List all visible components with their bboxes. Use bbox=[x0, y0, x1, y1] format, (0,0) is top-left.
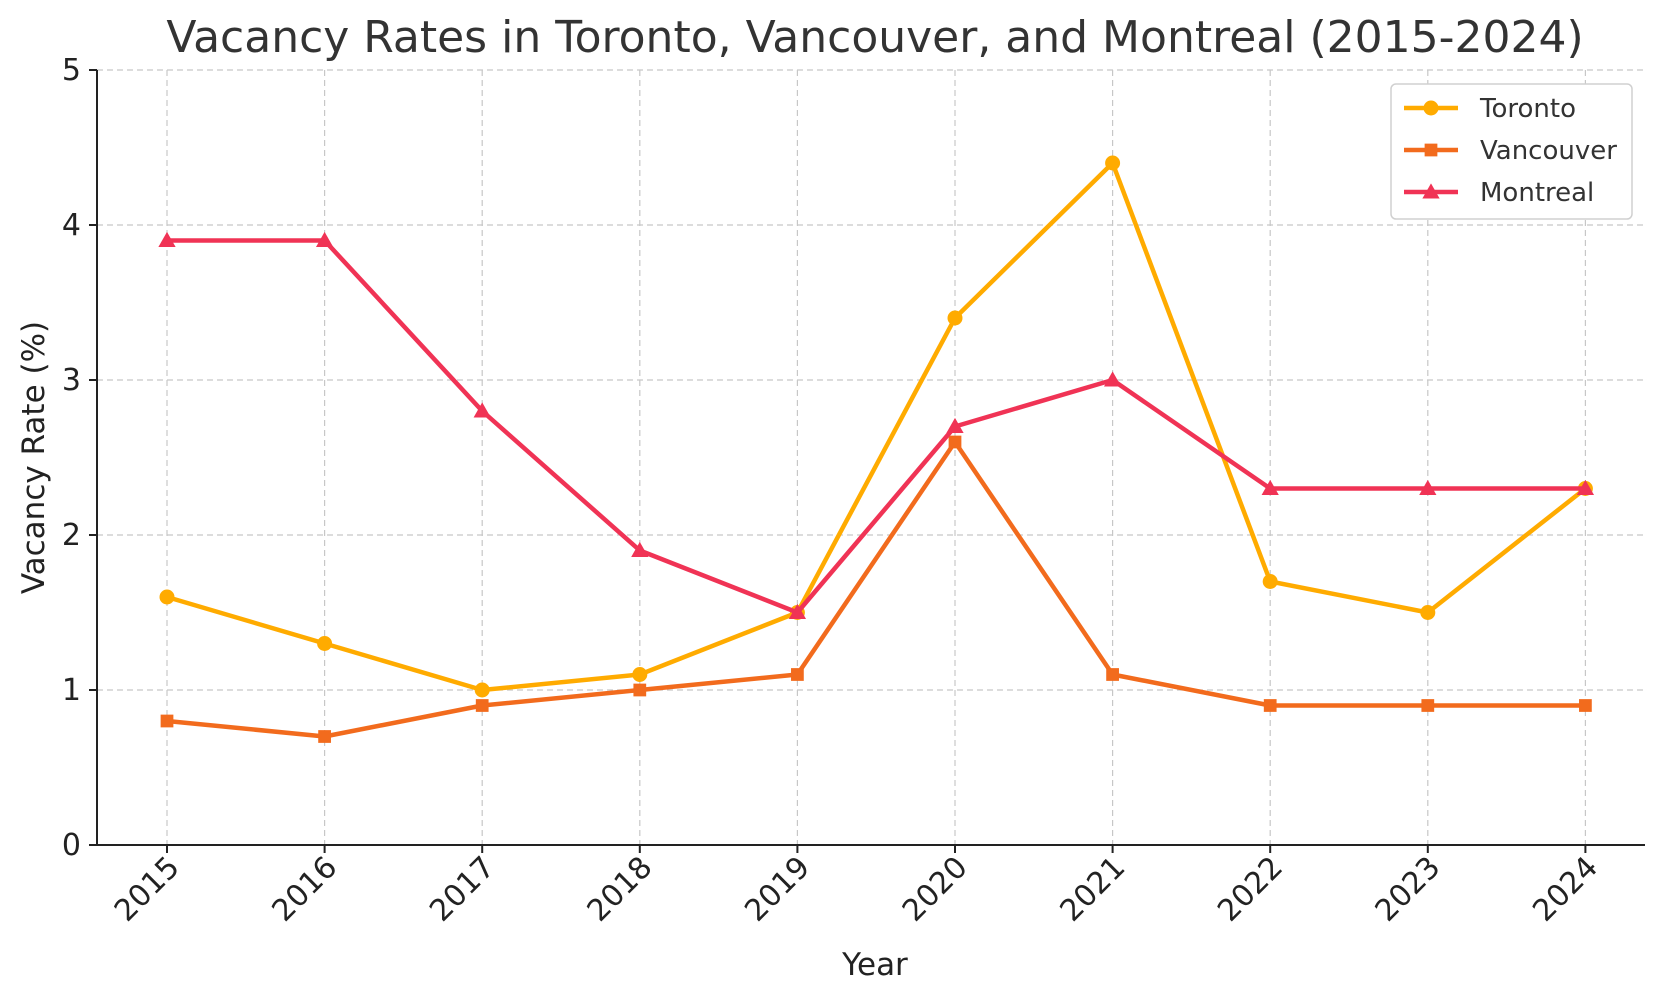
x-tick-label: 2024 bbox=[1526, 850, 1605, 929]
data-point bbox=[160, 714, 174, 728]
data-point bbox=[791, 668, 804, 681]
data-point bbox=[473, 402, 491, 418]
data-point bbox=[1263, 699, 1277, 712]
x-tick-label: 2021 bbox=[1054, 850, 1133, 929]
y-tick-label: 4 bbox=[62, 208, 81, 243]
data-point bbox=[946, 417, 964, 433]
series-line bbox=[164, 160, 1588, 693]
data-point bbox=[1103, 371, 1122, 387]
y-tick-label: 1 bbox=[62, 673, 81, 708]
data-point bbox=[475, 699, 489, 712]
x-tick-label: 2022 bbox=[1211, 850, 1290, 929]
legend-marker bbox=[1422, 183, 1440, 199]
x-tick-label: 2015 bbox=[108, 850, 187, 929]
legend-items: Toronto Vancouver Montreal bbox=[1404, 94, 1617, 208]
legend-label: Montreal bbox=[1480, 178, 1594, 208]
legend-label: Toronto bbox=[1479, 94, 1576, 124]
data-point bbox=[1579, 699, 1592, 712]
x-tick-label: 2020 bbox=[896, 850, 975, 929]
axes bbox=[96, 70, 1645, 846]
legend-item: Vancouver bbox=[1404, 136, 1617, 166]
data-point bbox=[318, 730, 331, 743]
y-tick-label: 2 bbox=[62, 518, 81, 553]
data-point bbox=[474, 682, 490, 698]
legend: Toronto Vancouver Montreal bbox=[1390, 83, 1633, 220]
y-tick-label: 0 bbox=[62, 828, 81, 863]
y-tick-label: 3 bbox=[62, 363, 81, 398]
series bbox=[158, 155, 1595, 743]
data-point bbox=[1420, 605, 1436, 620]
data-point bbox=[1261, 479, 1279, 495]
data-point bbox=[632, 667, 648, 682]
chart-title: Vacancy Rates in Toronto, Vancouver, and… bbox=[166, 12, 1583, 63]
data-point bbox=[315, 231, 334, 247]
data-point bbox=[948, 435, 962, 449]
data-point bbox=[158, 231, 176, 247]
legend-item: Toronto bbox=[1404, 94, 1576, 124]
x-tick-label: 2017 bbox=[423, 850, 502, 929]
legend-marker bbox=[1423, 100, 1439, 116]
x-tick-label: 2023 bbox=[1369, 850, 1448, 929]
series-toronto bbox=[159, 155, 1593, 698]
data-point bbox=[1262, 574, 1278, 589]
data-point bbox=[1106, 668, 1119, 681]
legend-box bbox=[1390, 83, 1633, 220]
data-point bbox=[317, 636, 333, 651]
series-vancouver bbox=[160, 435, 1592, 743]
y-tick-label: 5 bbox=[62, 53, 81, 88]
y-axis-title: Vacancy Rate (%) bbox=[16, 321, 52, 594]
data-point bbox=[1576, 479, 1595, 495]
x-tick-label: 2019 bbox=[738, 850, 817, 929]
tick-labels: 0 1 2 3 4 5 2015 2016 2017 2018 2019 2020 2021 2022 20… bbox=[62, 53, 1605, 929]
data-point bbox=[1105, 155, 1121, 171]
grid bbox=[97, 69, 1645, 845]
x-tick-label: 2018 bbox=[581, 850, 660, 929]
data-point bbox=[159, 589, 175, 605]
x-axis-title: Year bbox=[841, 947, 908, 983]
series-montreal bbox=[158, 231, 1595, 619]
series-line bbox=[164, 439, 1588, 739]
data-point bbox=[1419, 479, 1437, 495]
legend-label: Vancouver bbox=[1480, 136, 1617, 166]
series-line bbox=[164, 238, 1588, 615]
data-point bbox=[1421, 699, 1435, 712]
data-point bbox=[947, 310, 963, 326]
data-point bbox=[633, 683, 647, 697]
x-tick-label: 2016 bbox=[266, 850, 345, 929]
legend-item: Montreal bbox=[1404, 178, 1594, 208]
data-point bbox=[788, 603, 807, 619]
data-point bbox=[631, 541, 649, 557]
legend-marker bbox=[1424, 143, 1438, 157]
